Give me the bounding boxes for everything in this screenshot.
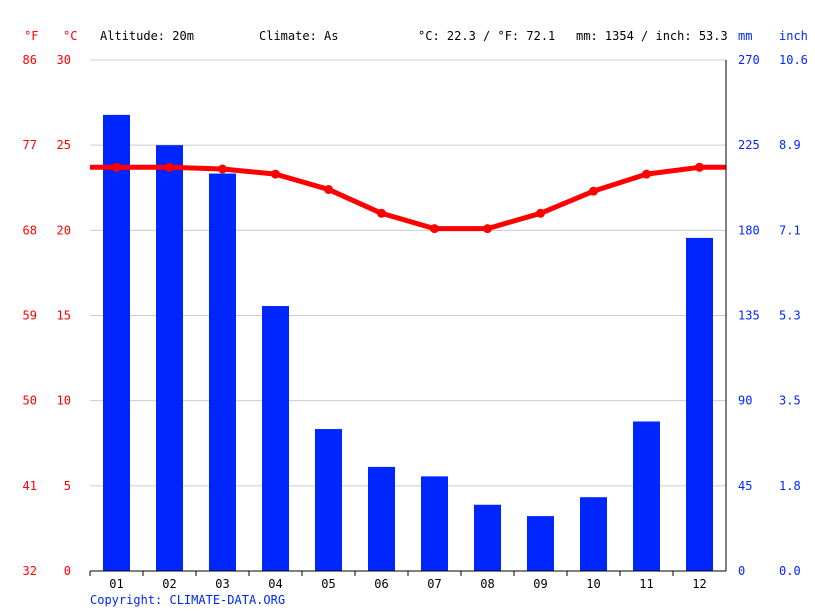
tick-label-inch: 7.1 bbox=[779, 223, 801, 237]
precip-bar bbox=[633, 421, 660, 571]
temperature-point bbox=[218, 164, 227, 174]
copyright[interactable]: Copyright: CLIMATE-DATA.ORG bbox=[90, 593, 285, 607]
precip-bar bbox=[580, 497, 607, 571]
temperature-point bbox=[483, 224, 492, 234]
climate-label: Climate: As bbox=[259, 29, 338, 43]
precip-bar bbox=[474, 504, 501, 571]
tick-label-c: 15 bbox=[57, 309, 71, 323]
tick-label-f: 50 bbox=[23, 394, 37, 408]
temperature-point bbox=[271, 169, 280, 179]
precip-bar bbox=[103, 114, 130, 571]
tick-label-c: 10 bbox=[57, 394, 71, 408]
x-tick-label: 11 bbox=[639, 577, 653, 591]
unit-c-label: °C bbox=[63, 29, 77, 43]
tick-label-c: 5 bbox=[64, 479, 71, 493]
temperature-point bbox=[536, 208, 545, 218]
tick-label-mm: 270 bbox=[738, 53, 760, 67]
avg-temp-label: °C: 22.3 / °F: 72.1 bbox=[418, 29, 555, 43]
temperature-point bbox=[165, 162, 174, 172]
x-tick-label: 06 bbox=[374, 577, 388, 591]
x-tick-label: 08 bbox=[480, 577, 494, 591]
tick-label-inch: 5.3 bbox=[779, 309, 801, 323]
tick-label-mm: 135 bbox=[738, 309, 760, 323]
unit-f-label: °F bbox=[24, 29, 38, 43]
precip-bar bbox=[368, 466, 395, 571]
precip-bar bbox=[686, 237, 713, 572]
precip-bar bbox=[209, 173, 236, 572]
temperature-point bbox=[430, 224, 439, 234]
tick-label-mm: 225 bbox=[738, 138, 760, 152]
tick-label-c: 0 bbox=[64, 564, 71, 578]
x-tick-label: 07 bbox=[427, 577, 441, 591]
tick-label-inch: 10.6 bbox=[779, 53, 808, 67]
unit-mm-label: mm bbox=[738, 29, 752, 43]
temperature-point bbox=[377, 208, 386, 218]
temperature-point bbox=[642, 169, 651, 179]
tick-label-c: 20 bbox=[57, 223, 71, 237]
precip-bar bbox=[156, 145, 183, 571]
tick-label-mm: 0 bbox=[738, 564, 745, 578]
x-tick-label: 10 bbox=[586, 577, 600, 591]
tick-label-inch: 0.0 bbox=[779, 564, 801, 578]
tick-label-inch: 1.8 bbox=[779, 479, 801, 493]
tick-label-inch: 8.9 bbox=[779, 138, 801, 152]
precip-bar bbox=[262, 306, 289, 571]
x-tick-label: 03 bbox=[215, 577, 229, 591]
x-tick-label: 09 bbox=[533, 577, 547, 591]
altitude-label: Altitude: 20m bbox=[100, 29, 194, 43]
tick-label-f: 32 bbox=[23, 564, 37, 578]
tick-label-f: 41 bbox=[23, 479, 37, 493]
tick-label-f: 86 bbox=[23, 53, 37, 67]
precip-bar bbox=[421, 476, 448, 571]
tick-label-c: 25 bbox=[57, 138, 71, 152]
temperature-point bbox=[589, 186, 598, 196]
unit-inch-label: inch bbox=[779, 29, 808, 43]
tick-label-mm: 180 bbox=[738, 223, 760, 237]
precip-total-label: mm: 1354 / inch: 53.3 bbox=[576, 29, 728, 43]
tick-label-c: 30 bbox=[57, 53, 71, 67]
precip-bar bbox=[527, 516, 554, 571]
x-tick-label: 04 bbox=[268, 577, 282, 591]
temperature-point bbox=[324, 184, 333, 194]
x-tick-label: 02 bbox=[162, 577, 176, 591]
tick-label-mm: 45 bbox=[738, 479, 752, 493]
temperature-point bbox=[695, 162, 704, 172]
tick-label-f: 77 bbox=[23, 138, 37, 152]
tick-label-mm: 90 bbox=[738, 394, 752, 408]
precip-bar bbox=[315, 429, 342, 571]
temperature-line bbox=[90, 164, 726, 232]
x-tick-label: 12 bbox=[692, 577, 706, 591]
tick-label-f: 68 bbox=[23, 223, 37, 237]
temperature-point bbox=[112, 162, 121, 172]
tick-label-inch: 3.5 bbox=[779, 394, 801, 408]
x-tick-label: 01 bbox=[109, 577, 123, 591]
tick-label-f: 59 bbox=[23, 309, 37, 323]
x-tick-label: 05 bbox=[321, 577, 335, 591]
